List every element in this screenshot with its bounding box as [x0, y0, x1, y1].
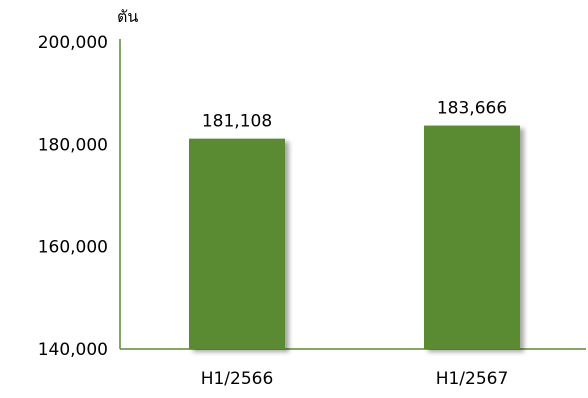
- y-axis-unit-label: ตัน: [117, 7, 138, 26]
- y-tick-label: 200,000: [38, 33, 108, 53]
- y-tick-label: 180,000: [38, 135, 108, 155]
- x-category-label: H1/2567: [436, 369, 509, 389]
- bar-h1-2566: [189, 138, 285, 349]
- y-tick-label: 140,000: [38, 340, 108, 360]
- x-category-label: H1/2566: [201, 369, 274, 389]
- data-label: 181,108: [202, 112, 272, 132]
- y-tick-label: 160,000: [38, 238, 108, 258]
- bar-h1-2567: [424, 125, 520, 350]
- data-label: 183,666: [437, 99, 507, 119]
